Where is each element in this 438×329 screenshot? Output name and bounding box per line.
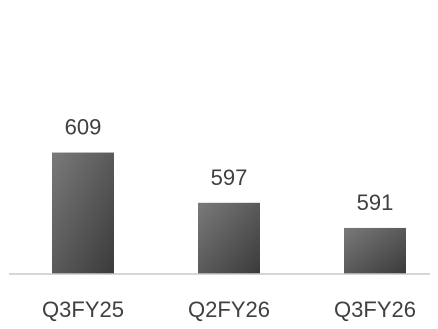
- bar-q2fy26: [198, 202, 260, 274]
- data-label-q2fy26: 597: [211, 165, 248, 190]
- category-labels-group: Q3FY25 Q2FY26 Q3FY26: [42, 297, 416, 322]
- data-label-q3fy26: 591: [357, 190, 394, 215]
- category-label-q3fy25: Q3FY25: [42, 297, 124, 322]
- data-labels-group: 609 597 591: [65, 115, 394, 215]
- category-label-q2fy26: Q2FY26: [188, 297, 270, 322]
- bars-group: [52, 152, 406, 274]
- category-label-q3fy26: Q3FY26: [334, 297, 416, 322]
- bar-q3fy26: [344, 227, 406, 274]
- data-label-q3fy25: 609: [65, 115, 102, 140]
- bar-q3fy25: [52, 152, 114, 274]
